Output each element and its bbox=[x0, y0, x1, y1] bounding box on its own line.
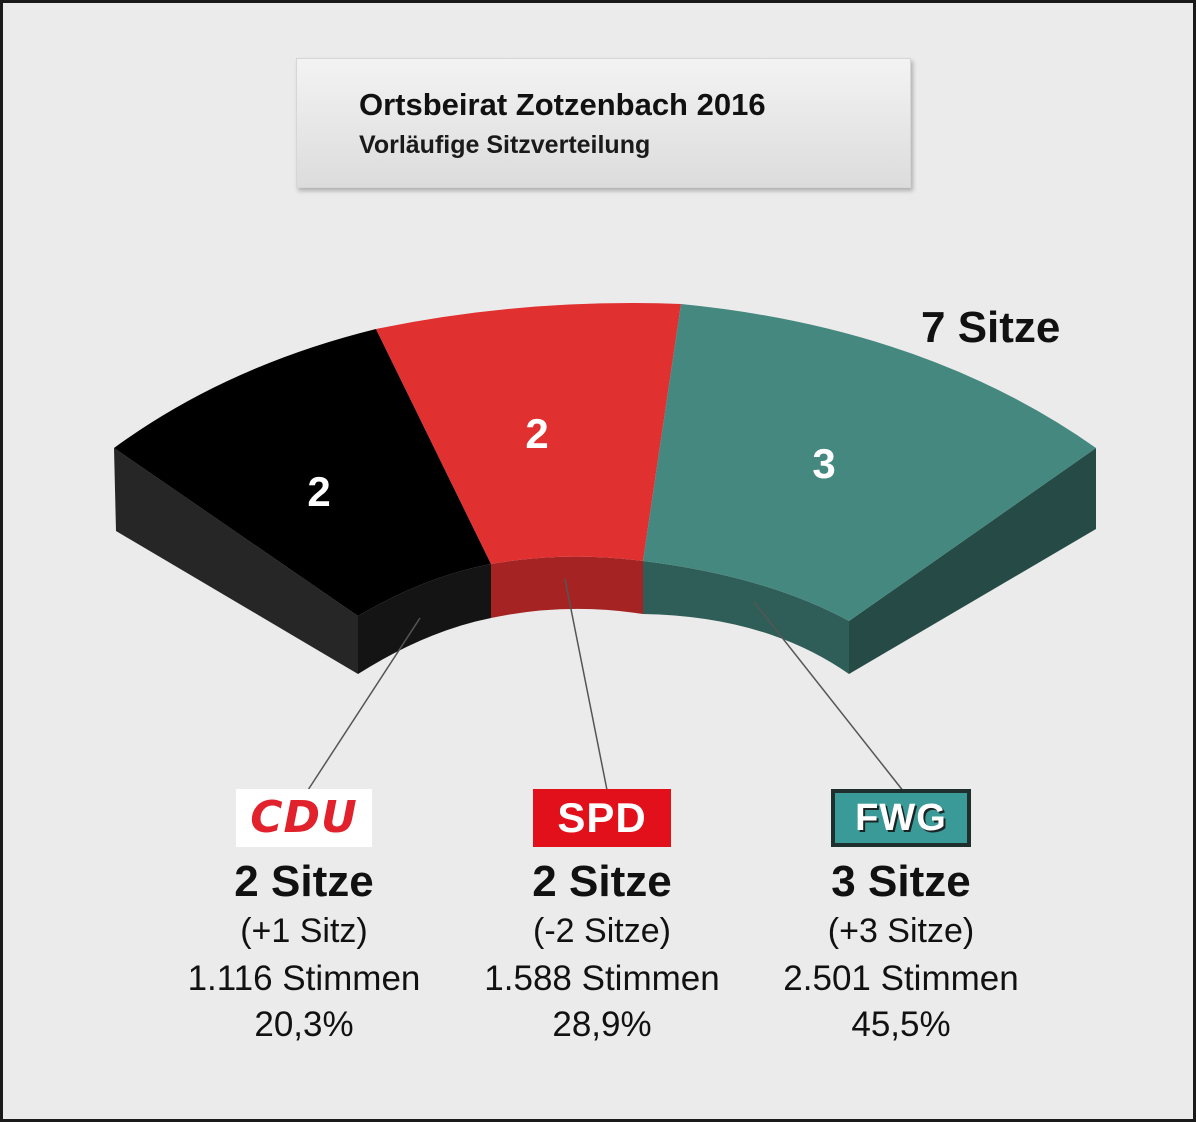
cdu-change: (+1 Sitz) bbox=[240, 912, 368, 950]
cdu-votes: 1.116 Stimmen bbox=[187, 959, 421, 998]
spd-top-face bbox=[376, 303, 681, 564]
fwg-leader-line bbox=[753, 601, 905, 793]
title-box: Ortsbeirat Zotzenbach 2016 Vorläufige Si… bbox=[296, 58, 911, 188]
cdu-seats: 2 Sitze bbox=[234, 857, 374, 906]
spd-leader-line bbox=[564, 578, 608, 791]
chart-subtitle: Vorläufige Sitzverteilung bbox=[359, 131, 651, 159]
spd-logo: SPD bbox=[533, 789, 671, 847]
cdu-end-face bbox=[114, 448, 358, 674]
chart-title: Ortsbeirat Zotzenbach 2016 bbox=[359, 87, 766, 122]
fwg-votes: 2.501 Stimmen bbox=[783, 959, 1019, 998]
fwg-percent: 45,5% bbox=[851, 1005, 951, 1044]
fwg-inner-face bbox=[643, 561, 849, 674]
fwg-top-face bbox=[643, 304, 1096, 621]
spd-votes: 1.588 Stimmen bbox=[484, 959, 720, 998]
cdu-logo: CDU bbox=[236, 789, 372, 847]
fwg-seats: 3 Sitze bbox=[831, 857, 971, 906]
fwg-end-face bbox=[849, 448, 1096, 674]
party-cdu: CDU 2 Sitze (+1 Sitz) 1.116 Stimmen 20,3… bbox=[144, 789, 464, 1047]
party-fwg: FWG 3 Sitze (+3 Sitze) 2.501 Stimmen 45,… bbox=[741, 789, 1061, 1047]
cdu-percent: 20,3% bbox=[254, 1005, 354, 1044]
spd-change: (-2 Sitze) bbox=[533, 912, 671, 950]
cdu-top-face bbox=[114, 329, 491, 616]
seat-arc-chart: 2 2 3 bbox=[114, 303, 1096, 793]
party-spd: SPD 2 Sitze (-2 Sitze) 1.588 Stimmen 28,… bbox=[442, 789, 762, 1047]
spd-percent: 28,9% bbox=[552, 1005, 652, 1044]
cdu-leader-line bbox=[307, 617, 421, 791]
spd-seats: 2 Sitze bbox=[532, 857, 672, 906]
fwg-arc-seats: 3 bbox=[812, 440, 835, 487]
fwg-change: (+3 Sitze) bbox=[827, 912, 975, 950]
fwg-logo: FWG bbox=[831, 789, 971, 847]
cdu-arc-seats: 2 bbox=[307, 468, 330, 515]
spd-arc-seats: 2 bbox=[525, 410, 548, 457]
cdu-inner-face bbox=[358, 564, 491, 674]
total-seats-label: 7 Sitze bbox=[921, 303, 1061, 352]
